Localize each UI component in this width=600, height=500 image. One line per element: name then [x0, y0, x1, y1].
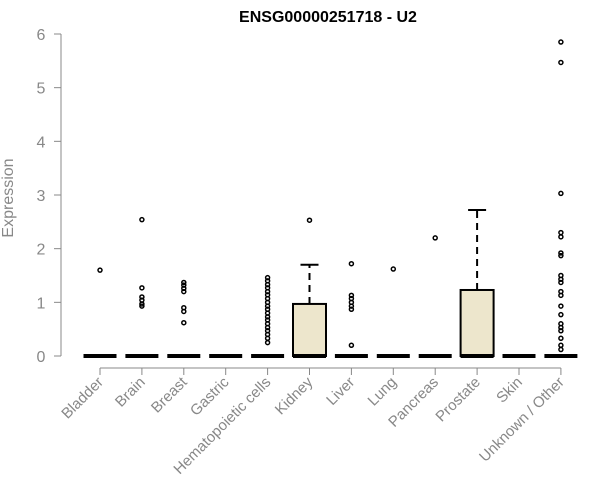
- x-tick-label: Lung: [365, 374, 401, 410]
- x-tick-label: Breast: [148, 373, 191, 416]
- outlier-point: [264, 335, 271, 342]
- box-group: [459, 209, 495, 358]
- y-axis: 0 1 2 3 4 5 6: [37, 27, 62, 366]
- outlier-point: [558, 311, 564, 318]
- box-group: [544, 39, 578, 358]
- outlier-point: [264, 339, 271, 346]
- outlier-point: [348, 260, 355, 267]
- outlier-point: [264, 281, 271, 288]
- outlier-point: [558, 335, 564, 342]
- outlier-point: [348, 342, 355, 349]
- outlier-point: [558, 324, 564, 331]
- y-axis-label: Expression: [0, 158, 17, 237]
- outlier-point: [181, 308, 187, 315]
- outlier-point: [181, 282, 187, 288]
- x-tick-label: Skin: [493, 374, 526, 407]
- outlier-point: [348, 303, 355, 309]
- outlier-point: [181, 285, 187, 292]
- outlier-point: [558, 303, 564, 309]
- box-group: [376, 266, 410, 358]
- outlier-point: [264, 303, 271, 309]
- outlier-point: [139, 294, 145, 300]
- outlier-point: [390, 266, 397, 272]
- x-tick-label: Bladder: [58, 374, 107, 423]
- y-tick-label: 0: [37, 349, 46, 366]
- outlier-point: [139, 285, 145, 291]
- outlier-point: [558, 190, 564, 197]
- box-group: [125, 216, 159, 358]
- x-tick-label: Kidney: [272, 373, 317, 418]
- chart-title: ENSG00000251718 - U2: [239, 9, 417, 26]
- outlier-point: [181, 288, 187, 295]
- outlier-point: [264, 274, 271, 281]
- outlier-point: [306, 217, 313, 223]
- outlier-point: [264, 288, 271, 295]
- plot-area: [83, 39, 578, 358]
- outlier-point: [181, 319, 187, 326]
- y-tick-label: 6: [37, 27, 46, 44]
- outlier-point: [558, 279, 564, 286]
- outlier-point: [558, 292, 564, 299]
- outlier-point: [558, 59, 564, 66]
- outlier-point: [558, 234, 564, 240]
- outlier-point: [181, 279, 187, 286]
- outlier-point: [558, 328, 564, 334]
- outlier-point: [558, 250, 564, 256]
- x-tick-label: Brain: [112, 374, 149, 411]
- iqr-box: [459, 288, 495, 357]
- outlier-point: [348, 306, 355, 313]
- y-tick-label: 2: [37, 242, 46, 259]
- box-group: [334, 260, 368, 358]
- box-group: [292, 217, 327, 358]
- outlier-point: [558, 229, 564, 236]
- iqr-box: [292, 302, 327, 357]
- y-tick-label: 5: [37, 81, 46, 98]
- outlier-point: [139, 301, 145, 307]
- outlier-point: [558, 39, 564, 45]
- box-group: [167, 279, 201, 358]
- outlier-point: [97, 267, 103, 273]
- outlier-point: [139, 216, 145, 223]
- x-tick-label: Liver: [323, 374, 358, 409]
- x-tick-label: Prostate: [432, 374, 484, 426]
- y-tick-label: 4: [37, 134, 46, 151]
- y-tick-label: 1: [37, 295, 46, 312]
- outlier-point: [432, 235, 438, 241]
- box-group: [83, 267, 117, 358]
- outlier-point: [558, 342, 564, 349]
- outlier-point: [558, 276, 564, 283]
- box-group: [251, 274, 285, 358]
- outlier-point: [264, 314, 271, 320]
- outlier-point: [558, 252, 564, 259]
- outlier-point: [558, 346, 564, 353]
- outlier-point: [264, 324, 271, 331]
- y-tick-label: 3: [37, 188, 46, 205]
- outlier-point: [348, 292, 355, 299]
- outlier-point: [139, 303, 145, 309]
- box-group: [418, 235, 452, 358]
